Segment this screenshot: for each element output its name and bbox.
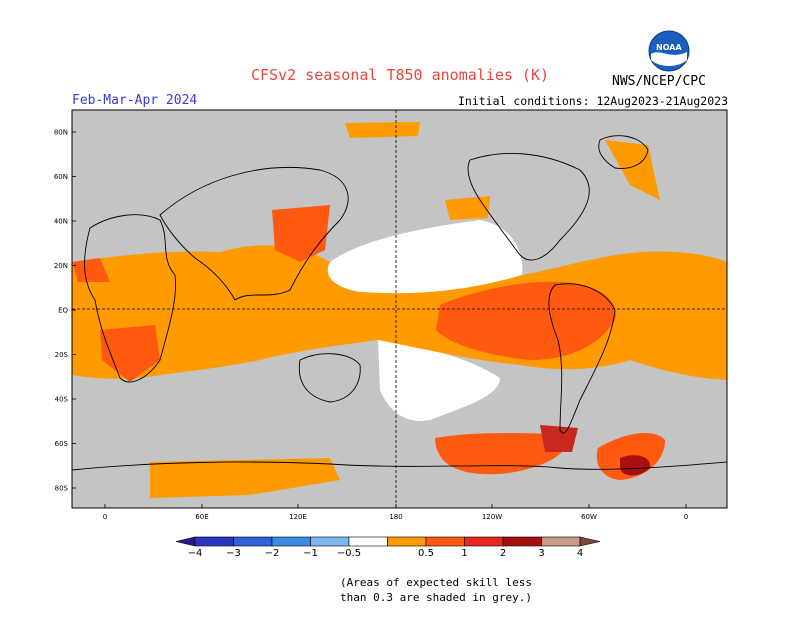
- colorbar: −4 −3 −2 −1 −0.5 0.5 1 2 3 4: [175, 536, 601, 559]
- colorbar-swatch: [502, 536, 542, 547]
- lon-tick-label: 0: [103, 513, 107, 521]
- anomaly-orange-antarctic: [150, 458, 340, 498]
- colorbar-swatch: [464, 536, 504, 547]
- anomaly-white-npac: [327, 220, 523, 294]
- lat-tick-label: 60N: [54, 173, 68, 181]
- lon-tick-label: 120E: [289, 513, 307, 521]
- lon-tick-label: 180: [389, 513, 402, 521]
- initial-conditions-label: Initial conditions: 12Aug2023-21Aug2023: [457, 94, 728, 108]
- lat-tick-label: 20S: [55, 351, 69, 359]
- anomaly-red-spac: [435, 433, 570, 475]
- colorbar-arrow-low: [175, 536, 196, 547]
- season-label: Feb-Mar-Apr 2024: [72, 93, 198, 108]
- anomaly-darkred-sam: [540, 425, 578, 452]
- lat-tick-label: 40N: [54, 218, 68, 226]
- colorbar-label: 4: [577, 548, 583, 559]
- colorbar-label: −3: [226, 548, 241, 559]
- lat-tick-label: 60S: [55, 440, 69, 448]
- lat-tick-label: 20N: [54, 262, 68, 270]
- colorbar-label: −0.5: [337, 548, 361, 559]
- skill-note-line2: than 0.3 are shaded in grey.): [339, 591, 533, 604]
- anomaly-red-indian: [72, 258, 110, 282]
- colorbar-swatch: [194, 536, 234, 547]
- colorbar-swatch: [387, 536, 427, 547]
- lat-tick-label: 40S: [55, 396, 69, 404]
- anomaly-orange-scan: [445, 196, 490, 220]
- colorbar-swatch: [233, 536, 273, 547]
- colorbar-arrow-high: [579, 536, 601, 547]
- coastlines: [72, 135, 727, 471]
- logo-text: NOAA: [656, 43, 682, 52]
- colorbar-label: −2: [265, 548, 280, 559]
- lon-tick-label: 0: [684, 513, 688, 521]
- colorbar-label: −1: [303, 548, 318, 559]
- anomaly-white-spac: [378, 340, 500, 421]
- lat-tick-label: EQ: [58, 307, 68, 315]
- colorbar-label: 2: [500, 548, 506, 559]
- noaa-logo: NOAA: [648, 30, 690, 72]
- anomaly-red-epac: [436, 281, 616, 360]
- colorbar-label: 3: [538, 548, 544, 559]
- skill-note-line1: (Areas of expected skill less: [339, 576, 533, 589]
- colorbar-swatch: [425, 536, 465, 547]
- colorbar-label: 1: [461, 548, 467, 559]
- colorbar-label: −4: [188, 548, 203, 559]
- colorbar-swatch: [348, 536, 388, 547]
- agency-label: NWS/NCEP/CPC: [612, 74, 706, 89]
- lon-tick-label: 60E: [195, 513, 208, 521]
- colorbar-swatch: [541, 536, 581, 547]
- lon-tick-label: 60W: [581, 513, 597, 521]
- anomaly-red-africa: [100, 325, 160, 382]
- map-frame: [71, 109, 728, 509]
- colorbar-label: 0.5: [418, 548, 434, 559]
- anomaly-darkred-satl: [620, 455, 651, 476]
- lat-tick-label: 80N: [54, 129, 68, 137]
- lat-tick-label: 80S: [55, 485, 69, 493]
- colorbar-swatch: [271, 536, 311, 547]
- anomaly-orange-npac: [345, 122, 420, 138]
- chart-title: CFSv2 seasonal T850 anomalies (K): [250, 66, 549, 84]
- lon-tick-label: 120W: [482, 513, 502, 521]
- colorbar-swatch: [310, 536, 350, 547]
